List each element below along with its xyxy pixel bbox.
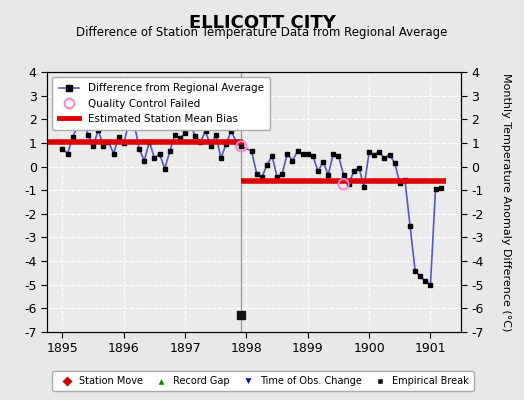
Y-axis label: Monthly Temperature Anomaly Difference (°C): Monthly Temperature Anomaly Difference (… — [501, 73, 511, 331]
Legend: Difference from Regional Average, Quality Control Failed, Estimated Station Mean: Difference from Regional Average, Qualit… — [52, 77, 270, 130]
Legend: Station Move, Record Gap, Time of Obs. Change, Empirical Break: Station Move, Record Gap, Time of Obs. C… — [52, 372, 474, 391]
Point — [237, 143, 246, 150]
Point — [340, 181, 348, 188]
Text: Difference of Station Temperature Data from Regional Average: Difference of Station Temperature Data f… — [77, 26, 447, 39]
Text: Berkeley Earth: Berkeley Earth — [384, 378, 466, 388]
Text: ELLICOTT CITY: ELLICOTT CITY — [189, 14, 335, 32]
Point — [237, 312, 246, 319]
